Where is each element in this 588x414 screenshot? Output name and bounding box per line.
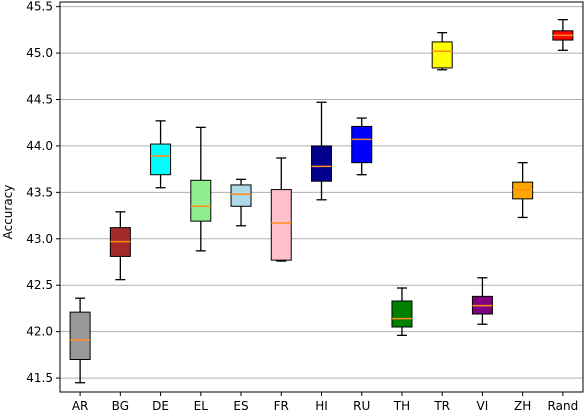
- box-iqr: [190, 179, 212, 222]
- x-tick-label: ZH: [514, 399, 531, 413]
- box-de: [150, 120, 172, 189]
- box-iqr: [351, 125, 373, 164]
- x-tick-label: EL: [194, 399, 209, 413]
- x-tick-label: FR: [274, 399, 289, 413]
- y-tick-label: 45.5: [26, 0, 53, 14]
- y-tick-label: 44.0: [26, 139, 53, 153]
- box-iqr: [230, 184, 252, 207]
- y-tick-label: 44.5: [26, 93, 53, 107]
- box-iqr: [391, 300, 413, 328]
- x-tick-label: VI: [477, 399, 489, 413]
- y-tick-label: 41.5: [26, 371, 53, 385]
- box-tr: [431, 31, 453, 71]
- x-tick-label: ES: [233, 399, 248, 413]
- x-axis-ticks: AR BG DE EL ES FR HI RU TH TR VI ZH Rand: [72, 392, 578, 413]
- box-hi: [311, 101, 332, 201]
- box-iqr: [431, 41, 453, 69]
- box-iqr: [69, 311, 91, 360]
- x-tick-label: HI: [315, 399, 328, 413]
- box-iqr: [512, 181, 534, 200]
- box-ru: [351, 117, 373, 176]
- x-tick-label: TR: [433, 399, 450, 413]
- y-axis-label: Accuracy: [1, 185, 15, 240]
- x-tick-label: Rand: [548, 399, 579, 413]
- box-fr: [270, 157, 292, 262]
- box-ar: [69, 297, 91, 384]
- box-vi: [471, 277, 493, 325]
- box-el: [190, 126, 212, 252]
- y-tick-label: 42.5: [26, 278, 53, 292]
- x-tick-label: RU: [353, 399, 370, 413]
- y-tick-label: 43.0: [26, 232, 53, 246]
- x-tick-label: BG: [112, 399, 129, 413]
- y-axis-ticks: 41.5 42.0 42.5 43.0 43.5 44.0 44.5 45.0 45.5: [26, 0, 60, 385]
- box-th: [391, 287, 413, 337]
- box-zh: [512, 161, 534, 219]
- x-tick-label: AR: [72, 399, 89, 413]
- boxes: [69, 18, 574, 384]
- x-tick-label: TH: [393, 399, 410, 413]
- box-es: [230, 178, 252, 227]
- box-iqr: [150, 143, 172, 176]
- box-bg: [109, 211, 131, 281]
- box-rand: [552, 18, 574, 51]
- box-iqr: [270, 189, 292, 261]
- y-tick-label: 43.5: [26, 185, 53, 199]
- x-tick-label: DE: [152, 399, 169, 413]
- box-iqr: [311, 145, 332, 182]
- y-tick-label: 45.0: [26, 46, 53, 60]
- y-tick-label: 42.0: [26, 325, 53, 339]
